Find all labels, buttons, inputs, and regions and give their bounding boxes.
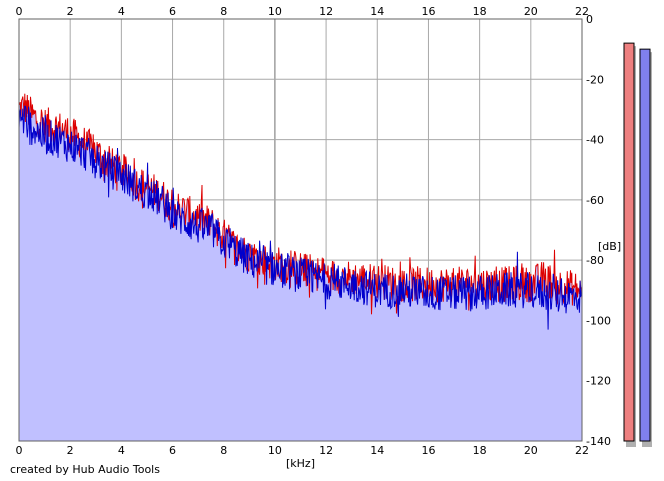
x-tick-top-11: 22: [575, 5, 589, 18]
x-tick-top-10: 20: [524, 5, 538, 18]
y-tick-0: 0: [586, 13, 593, 26]
y-tick-7: -140: [586, 435, 611, 448]
x-tick-bottom-1: 2: [67, 444, 74, 457]
x-tick-top-2: 4: [118, 5, 125, 18]
meter-bar-right: [639, 48, 651, 442]
x-tick-top-8: 16: [421, 5, 435, 18]
y-tick-1: -20: [586, 73, 604, 86]
y-tick-5: -100: [586, 314, 611, 327]
y-tick-2: -40: [586, 134, 604, 147]
meter-bar-left: [623, 42, 635, 442]
credit-text: created by Hub Audio Tools: [10, 463, 160, 476]
x-tick-bottom-8: 16: [421, 444, 435, 457]
level-meters: [623, 42, 652, 448]
x-tick-top-6: 12: [319, 5, 333, 18]
y-tick-4: -80: [586, 254, 604, 267]
x-tick-bottom-11: 22: [575, 444, 589, 457]
x-axis-label: [kHz]: [286, 457, 315, 470]
x-tick-bottom-0: 0: [16, 444, 23, 457]
x-tick-bottom-6: 12: [319, 444, 333, 457]
spectrum-series-layer: [18, 93, 583, 330]
plot-frame: [18, 18, 583, 442]
x-tick-top-1: 2: [67, 5, 74, 18]
y-tick-6: -120: [586, 375, 611, 388]
x-tick-bottom-7: 14: [370, 444, 384, 457]
x-tick-bottom-10: 20: [524, 444, 538, 457]
x-tick-top-7: 14: [370, 5, 384, 18]
x-tick-bottom-9: 18: [473, 444, 487, 457]
x-tick-top-0: 0: [16, 5, 23, 18]
y-axis-label: [dB]: [598, 240, 621, 253]
x-ticks-top: 0 2 4 6 8 10 12 14 16 18 20 22: [16, 5, 590, 18]
x-tick-top-5: 10: [268, 5, 282, 18]
x-tick-top-9: 18: [473, 5, 487, 18]
x-tick-bottom-4: 8: [220, 444, 227, 457]
spectrum-series-2: [18, 105, 583, 330]
x-tick-top-4: 8: [220, 5, 227, 18]
x-tick-bottom-2: 4: [118, 444, 125, 457]
y-tick-3: -60: [586, 194, 604, 207]
x-tick-bottom-5: 10: [268, 444, 282, 457]
y-ticks: 0 -20 -40 -60 -80 -100 -120 -140: [586, 13, 611, 448]
x-ticks-bottom: 0 2 4 6 8 10 12 14 16 18 20 22: [16, 444, 590, 457]
chart-frame: [18, 18, 583, 442]
x-tick-bottom-3: 6: [169, 444, 176, 457]
x-tick-top-3: 6: [169, 5, 176, 18]
